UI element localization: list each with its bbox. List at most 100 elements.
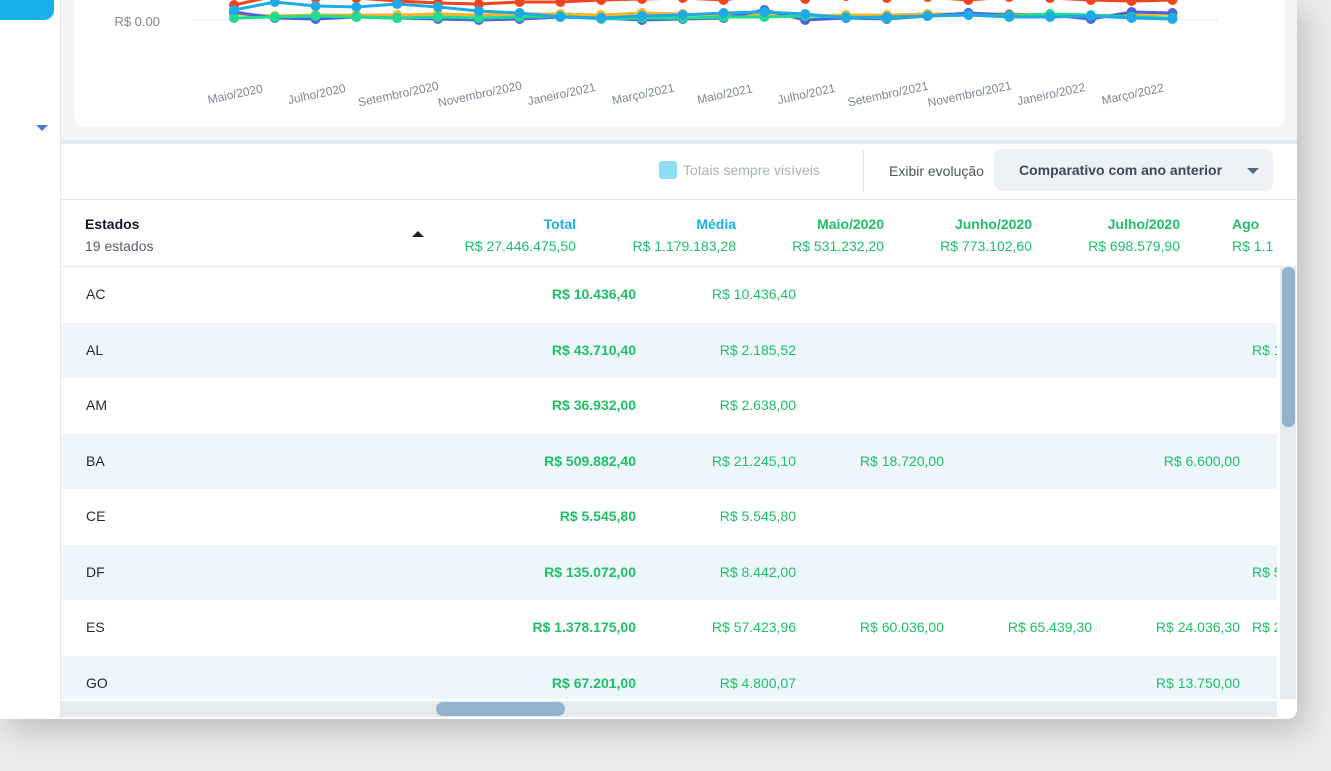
checkbox-icon[interactable]	[659, 161, 677, 179]
left-sidebar	[0, 0, 61, 719]
cell-month: R$ 24.036,30	[1155, 619, 1240, 635]
chart-point	[433, 12, 443, 22]
column-header-month[interactable]: Julho/2020 R$ 698.579,90	[1088, 215, 1180, 255]
chart-point	[310, 1, 321, 11]
table-row[interactable]: AM R$ 36.932,00 R$ 2.638,00	[61, 378, 1277, 434]
chart-point	[596, 13, 607, 23]
chart-point	[843, 0, 849, 1]
evolution-chart-card: R$ 0.00 Maio/2020 Julho/2020 Setembro/2020 N…	[74, 0, 1285, 127]
evolution-select[interactable]: Comparativo com ano anterior	[994, 149, 1273, 191]
cell-average: R$ 57.423,96	[711, 619, 796, 635]
chart-point	[1167, 0, 1178, 5]
chart-point	[718, 0, 729, 5]
cell-state: AL	[86, 341, 104, 358]
column-header-total-sum: R$ 27.446.475,50	[464, 238, 576, 254]
totals-always-visible-label: Totais sempre visíveis	[683, 162, 820, 178]
column-header-month-title: Junho/2020	[954, 216, 1032, 232]
chart-point	[677, 10, 688, 20]
column-header-states[interactable]: Estados 19 estados	[85, 215, 154, 255]
table-row[interactable]: CE R$ 5.545,80 R$ 5.545,80	[61, 489, 1277, 545]
table-row[interactable]: GO R$ 67.201,00 R$ 4.800,07 R$ 13.750,00	[61, 655, 1277, 699]
chart-point	[800, 9, 811, 19]
cell-total: R$ 1.378.175,00	[532, 619, 636, 635]
states-table: Estados 19 estados Total R$ 27.446.475,5…	[61, 200, 1297, 719]
column-header-month-sum: R$ 1.1	[1232, 238, 1274, 254]
cell-total: R$ 5.545,80	[559, 508, 636, 524]
chart-series-line	[233, 0, 1173, 7]
cell-average: R$ 21.245,10	[711, 452, 796, 469]
table-body: AC R$ 10.436,40 R$ 10.436,40 AL R$ 43.710,40…	[61, 267, 1277, 699]
column-header-total[interactable]: Total R$ 27.446.475,50	[465, 215, 576, 255]
column-header-states-title: Estados	[85, 216, 140, 232]
chart-point	[637, 11, 647, 21]
chart-point	[1045, 12, 1055, 22]
horizontal-scrollbar[interactable]	[61, 701, 1277, 717]
cell-state: ES	[86, 619, 105, 635]
x-tick-label: Setembro/2020	[357, 79, 440, 110]
x-tick-label: Maio/2020	[206, 81, 264, 106]
x-tick-label: Janeiro/2021	[526, 80, 597, 108]
column-header-month-sum: R$ 773.102,60	[940, 238, 1032, 254]
toolbar-divider	[863, 150, 864, 192]
chart-point	[473, 13, 484, 23]
horizontal-scrollbar-thumb[interactable]	[436, 702, 565, 716]
column-header-average[interactable]: Média R$ 1.179.183,28	[632, 215, 736, 255]
chart-point	[310, 11, 321, 21]
chart-point	[1167, 14, 1178, 24]
column-header-month-title: Julho/2020	[1107, 216, 1180, 232]
column-header-average-title: Média	[696, 216, 736, 232]
chart-point	[1004, 12, 1015, 22]
chart-divider	[61, 140, 1297, 144]
table-row[interactable]: AL R$ 43.710,40 R$ 2.185,52 R$ 1	[61, 322, 1277, 378]
chart-point	[555, 12, 566, 22]
cell-total: R$ 10.436,40	[551, 286, 636, 302]
chart-point	[1085, 11, 1096, 21]
column-header-month[interactable]: Junho/2020 R$ 773.102,60	[940, 215, 1032, 255]
chart-point	[269, 12, 280, 22]
column-header-average-sum: R$ 1.179.183,28	[632, 238, 736, 254]
cell-average: R$ 5.545,80	[719, 508, 796, 524]
cell-total: R$ 509.882,40	[544, 452, 636, 469]
x-tick-label: Maio/2021	[696, 81, 754, 106]
table-row[interactable]: DF R$ 135.072,00 R$ 8.442,00 R$ 5	[61, 544, 1277, 600]
column-header-month[interactable]: Ago R$ 1.1	[1232, 215, 1273, 255]
chevron-down-icon[interactable]	[36, 125, 48, 131]
chart-point	[351, 0, 361, 3]
totals-always-visible-toggle[interactable]: Totais sempre visíveis	[659, 161, 820, 179]
evolution-label: Exibir evolução	[889, 163, 984, 179]
cell-state: DF	[86, 563, 105, 580]
cell-total: R$ 36.932,00	[551, 397, 636, 413]
cell-state: BA	[86, 452, 105, 469]
cell-month: R$ 18.720,00	[859, 452, 944, 469]
cell-average: R$ 8.442,00	[719, 563, 796, 580]
cell-month: R$ 60.036,00	[859, 619, 944, 635]
cell-month: R$ 1	[1252, 341, 1277, 358]
cell-state: CE	[86, 508, 106, 524]
cell-month: R$ 65.439,30	[1007, 619, 1092, 635]
chart-point	[392, 13, 403, 23]
column-header-month[interactable]: Maio/2020 R$ 531.232,20	[792, 215, 884, 255]
cell-month: R$ 13.750,00	[1155, 674, 1240, 691]
evolution-select-value: Comparativo com ano anterior	[1019, 162, 1223, 178]
chart-point	[800, 0, 811, 4]
cell-month: R$ 6.600,00	[1163, 452, 1240, 469]
sort-ascending-icon[interactable]	[412, 231, 424, 237]
chart-point	[1005, 0, 1014, 2]
x-tick-label: Setembro/2021	[846, 79, 929, 110]
chart-point	[555, 0, 566, 7]
column-header-month-title: Maio/2020	[817, 216, 884, 232]
table-row[interactable]: BA R$ 509.882,40 R$ 21.245,10 R$ 18.720,00 R…	[61, 433, 1277, 489]
chart-point	[963, 10, 974, 20]
chart-point	[923, 0, 932, 2]
x-tick-label: Março/2022	[1100, 81, 1165, 108]
x-tick-label: Janeiro/2022	[1016, 80, 1087, 108]
table-row[interactable]: ES R$ 1.378.175,00 R$ 57.423,96 R$ 60.036,0…	[61, 600, 1277, 656]
cell-average: R$ 10.436,40	[711, 286, 796, 302]
chevron-down-icon[interactable]	[1247, 168, 1259, 174]
vertical-scrollbar-thumb[interactable]	[1282, 267, 1295, 427]
table-row[interactable]: AC R$ 10.436,40 R$ 10.436,40	[61, 267, 1277, 323]
app-window: R$ 0.00 Maio/2020 Julho/2020 Setembro/2020 N…	[0, 0, 1297, 719]
chart-point	[351, 12, 362, 22]
sidebar-primary-button[interactable]	[0, 0, 54, 20]
